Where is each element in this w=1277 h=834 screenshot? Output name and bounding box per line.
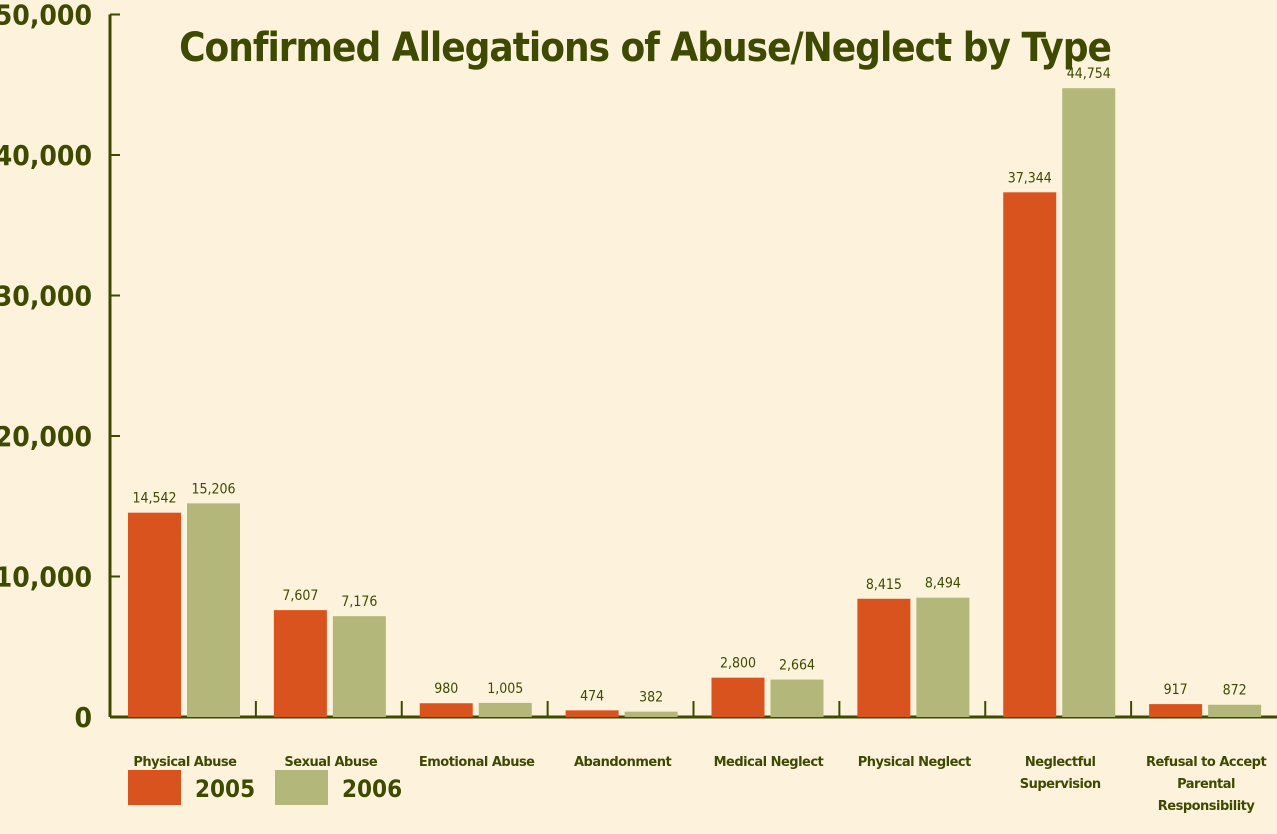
bar (128, 512, 181, 717)
value-label: 44,754 (1067, 66, 1111, 82)
y-tick-label: 0 (74, 701, 92, 734)
y-tick-label: 30,000 (0, 280, 92, 313)
value-label: 8,415 (866, 577, 902, 593)
bar (711, 677, 765, 717)
legend-label: 2005 (195, 775, 255, 803)
x-tick-label: Abandonment (573, 755, 672, 770)
x-tick-label: Physical Abuse (133, 755, 237, 770)
y-tick-label: 10,000 (0, 561, 92, 594)
value-label: 474 (580, 688, 604, 704)
bar (187, 503, 240, 717)
bar (332, 616, 386, 717)
bar (1003, 192, 1057, 718)
legend-swatch (128, 770, 181, 805)
x-tick-label: Neglectful Supervision (1019, 755, 1101, 792)
value-label: 7,176 (341, 594, 377, 610)
x-tick-label: Medical Neglect (713, 755, 824, 770)
value-label: 872 (1223, 683, 1247, 699)
x-tick-label: Emotional Abuse (418, 755, 535, 770)
x-tick-label: Physical Neglect (857, 755, 972, 770)
chart-title: Confirmed Allegations of Abuse/Neglect b… (179, 25, 1111, 71)
bar (419, 703, 473, 717)
bar (624, 711, 678, 717)
value-label: 917 (1164, 682, 1188, 698)
legend-swatch (275, 770, 328, 805)
bar (916, 597, 970, 717)
value-label: 14,542 (132, 491, 176, 507)
bar (1149, 704, 1203, 717)
bar (770, 679, 824, 717)
bar (565, 710, 619, 717)
y-tick-label: 50,000 (0, 0, 92, 32)
y-tick-label: 40,000 (0, 139, 92, 172)
bar (1062, 88, 1116, 717)
bar (1208, 704, 1262, 717)
value-label: 37,344 (1008, 170, 1052, 186)
bar (273, 610, 327, 717)
value-label: 2,800 (720, 656, 756, 672)
value-label: 7,607 (282, 588, 318, 604)
value-label: 15,206 (191, 481, 235, 497)
value-label: 980 (434, 681, 458, 697)
value-label: 2,664 (779, 658, 815, 674)
x-tick-label: Refusal to Accept Parental Responsibilit… (1145, 755, 1267, 814)
legend-label: 2006 (342, 775, 402, 803)
value-label: 8,494 (925, 576, 961, 592)
value-label: 1,005 (487, 681, 523, 697)
y-tick-label: 20,000 (0, 420, 92, 453)
x-tick-label: Sexual Abuse (284, 755, 378, 770)
value-label: 382 (639, 690, 663, 706)
bar (478, 702, 532, 717)
bar (857, 598, 911, 717)
